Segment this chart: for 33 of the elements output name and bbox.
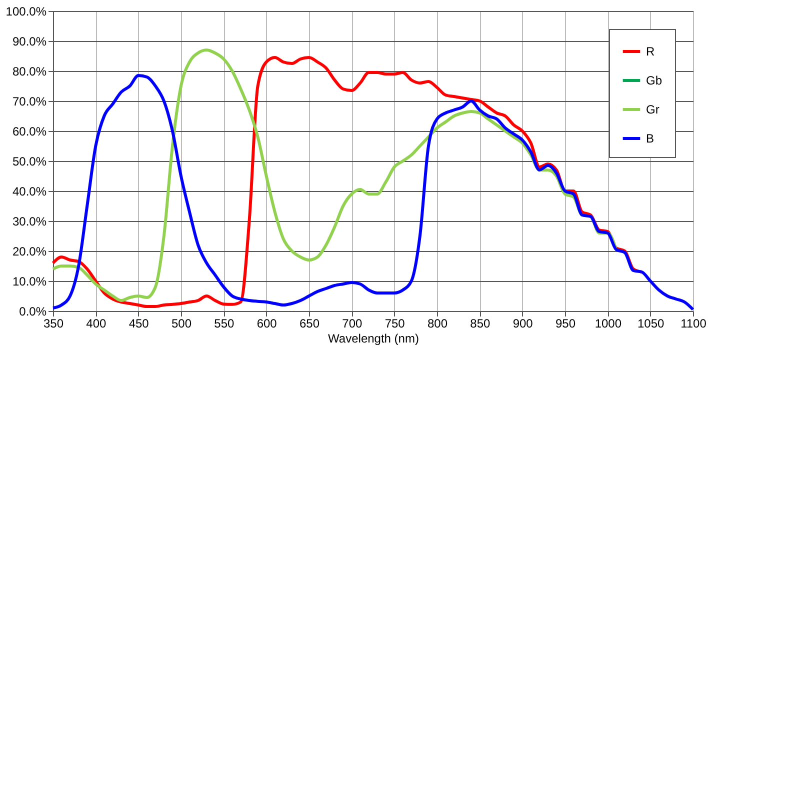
x-tick-label: 350 — [43, 316, 64, 330]
x-tick-label: 650 — [299, 316, 320, 330]
x-tick-label: 400 — [86, 316, 106, 330]
legend-label: Gr — [646, 102, 660, 116]
x-tick-label: 550 — [214, 316, 234, 330]
y-tick-label: 100.0% — [6, 4, 47, 18]
x-tick-label: 700 — [342, 316, 362, 330]
x-tick-label: 900 — [512, 316, 534, 330]
legend-label: R — [646, 44, 655, 58]
x-axis-title: Wavelength (nm) — [328, 332, 419, 346]
x-tick-label: 1100 — [680, 316, 707, 330]
y-tick-label: 20.0% — [12, 244, 47, 258]
x-tick-label: 750 — [384, 316, 406, 330]
y-tick-label: 40.0% — [12, 184, 47, 198]
x-tick-label: 800 — [427, 316, 448, 330]
y-tick-label: 70.0% — [12, 94, 47, 108]
x-tick-label: 1000 — [594, 316, 622, 330]
y-tick-label: 0.0% — [19, 304, 47, 318]
x-tick-label: 600 — [256, 316, 278, 330]
x-tick-label: 500 — [171, 316, 192, 330]
line-series — [52, 74, 694, 311]
y-tick-label: 50.0% — [12, 154, 47, 168]
y-tick-label: 60.0% — [12, 124, 47, 138]
legend-label: Gb — [646, 74, 662, 88]
x-tick-label: 850 — [470, 316, 490, 330]
legend-label: B — [646, 132, 654, 146]
y-tick-label: 10.0% — [12, 274, 47, 288]
y-tick-label: 90.0% — [12, 34, 47, 48]
x-tick-label: 950 — [555, 316, 576, 330]
y-tick-label: 80.0% — [12, 64, 47, 78]
x-tick-label: 450 — [128, 316, 150, 330]
y-tick-label: 30.0% — [12, 214, 47, 228]
x-tick-label: 1050 — [637, 316, 665, 330]
